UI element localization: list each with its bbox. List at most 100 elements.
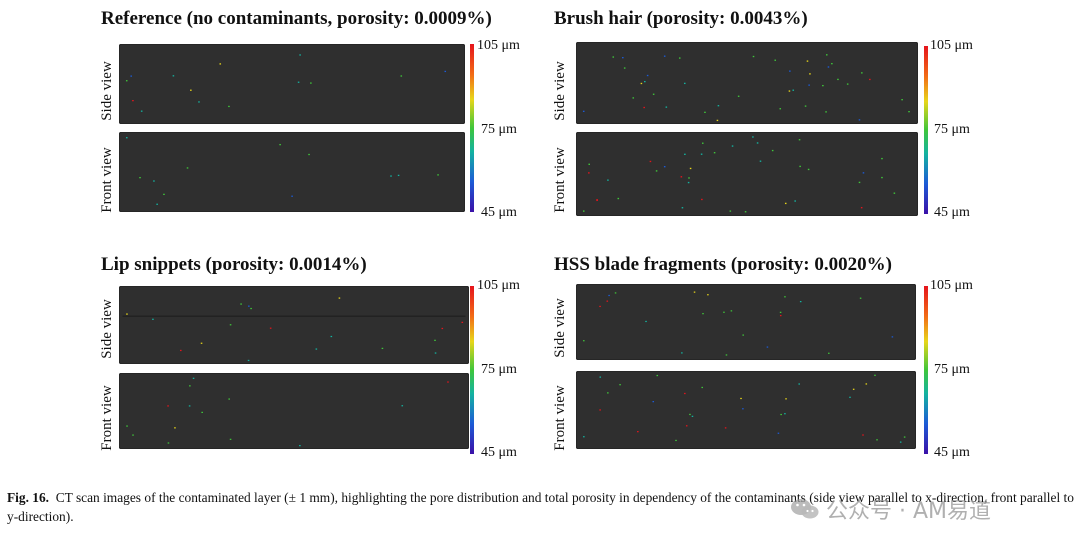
pore-speck (724, 427, 727, 429)
pore-speck (702, 313, 704, 315)
pore-speck (588, 172, 590, 174)
pore-speck (742, 334, 744, 336)
pore-speck (825, 111, 827, 113)
pore-speck (730, 310, 733, 312)
pore-speck (807, 168, 810, 171)
watermark-text: 公众号 · AM易道 (826, 499, 992, 524)
pore-speck (701, 198, 703, 201)
pore-speck (130, 75, 132, 77)
pore-speck (752, 55, 755, 58)
pore-speck (219, 63, 222, 65)
pore-speck (837, 78, 839, 81)
panel-title: Reference (no contaminants, porosity: 0.… (101, 8, 492, 29)
pore-speck (299, 54, 301, 56)
pore-speck (785, 398, 787, 400)
pore-speck (606, 300, 609, 302)
pore-speck (849, 396, 851, 398)
pore-speck (190, 89, 192, 91)
pore-speck (582, 110, 585, 112)
pore-speck (291, 195, 293, 197)
pore-speck (689, 413, 691, 416)
front-view-scan (576, 371, 916, 449)
pore-speck (831, 63, 833, 65)
pore-speck (779, 315, 782, 317)
pore-speck (188, 405, 191, 407)
pore-speck (582, 210, 585, 212)
layer-seam (122, 315, 466, 317)
pore-speck (434, 352, 437, 354)
pore-speck (652, 93, 655, 95)
colorbar-min-label: 45 μm (934, 205, 970, 220)
front-view-scan (576, 132, 918, 216)
wechat-logo-icon (791, 499, 819, 519)
pore-speck (189, 385, 191, 387)
pore-speck (707, 294, 709, 296)
pore-speck (893, 192, 896, 194)
pore-speck (447, 381, 449, 383)
pore-speck (681, 352, 683, 354)
pore-speck (792, 89, 795, 91)
pore-speck (441, 327, 444, 330)
side-view-scan (576, 42, 918, 124)
pore-speck (779, 108, 782, 110)
pore-speck (614, 292, 617, 294)
pore-speck (240, 303, 242, 305)
pore-speck (400, 75, 403, 77)
colorbar-max-label: 105 μm (930, 38, 973, 53)
colorbar-max-label: 105 μm (477, 278, 520, 293)
pore-speck (808, 84, 810, 86)
pore-speck (784, 296, 786, 298)
pore-speck (780, 413, 782, 416)
pore-speck (689, 167, 692, 170)
panel-title: HSS blade fragments (porosity: 0.0020%) (554, 254, 892, 275)
pore-speck (700, 153, 703, 155)
pore-speck (297, 81, 300, 83)
pore-speck (846, 83, 849, 85)
pore-speck (798, 139, 801, 141)
pore-speck (684, 82, 686, 85)
pore-speck (716, 119, 719, 122)
pore-speck (338, 297, 341, 299)
pore-speck (731, 145, 734, 147)
pore-speck (663, 166, 666, 168)
pore-speck (643, 106, 645, 109)
pore-speck (784, 413, 786, 415)
figure-caption-text: CT scan images of the contaminated layer… (7, 490, 1074, 524)
colorbar-max-label: 105 μm (930, 278, 973, 293)
pore-speck (299, 445, 301, 447)
pore-speck (903, 436, 906, 438)
pore-speck (860, 207, 863, 209)
pore-speck (681, 207, 684, 209)
pore-speck (583, 340, 585, 342)
pore-speck (678, 57, 681, 59)
pore-speck (876, 439, 878, 441)
pore-speck (646, 74, 649, 77)
pore-speck (397, 174, 400, 177)
pore-speck (201, 411, 203, 414)
pore-speck (248, 305, 250, 307)
colorbar-mid-label: 75 μm (481, 122, 517, 137)
pore-speck (180, 349, 182, 352)
panel-lip-snippets: Lip snippets (porosity: 0.0014%) Side vi… (99, 254, 631, 494)
pore-speck (247, 359, 250, 362)
pore-speck (617, 197, 620, 200)
panel-title: Lip snippets (porosity: 0.0014%) (101, 254, 367, 275)
pore-speck (279, 143, 281, 146)
pore-speck (132, 434, 134, 436)
colorbar (470, 44, 474, 212)
figure-caption: Fig. 16. CT scan images of the contamina… (7, 488, 1075, 526)
colorbar-min-label: 45 μm (481, 445, 517, 460)
front-view-scan (119, 132, 465, 212)
pore-speck (652, 401, 655, 403)
colorbar-min-label: 45 μm (934, 445, 970, 460)
pore-speck (174, 427, 176, 429)
pore-speck (862, 434, 864, 436)
pore-speck (799, 165, 801, 168)
pore-speck (269, 327, 272, 329)
pore-speck (691, 415, 694, 417)
pore-speck (607, 179, 609, 181)
front-view-scan (119, 373, 469, 449)
pore-speck (437, 174, 439, 176)
pore-speck (644, 80, 646, 83)
pore-speck (583, 436, 585, 438)
